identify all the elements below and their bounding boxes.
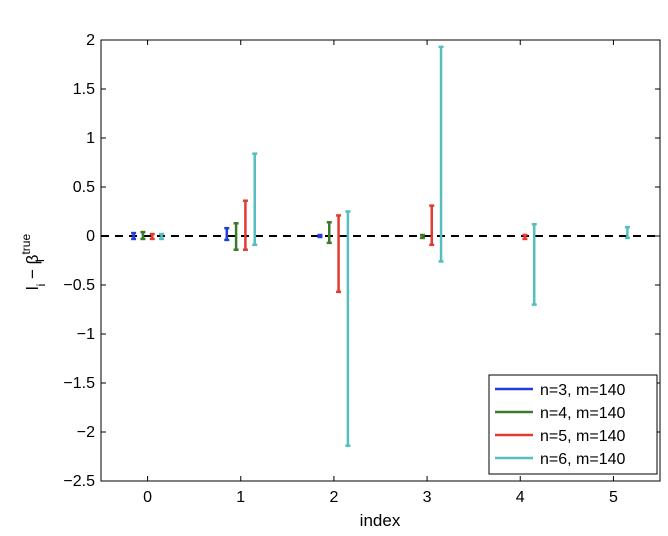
error-bar-s6-i0 — [159, 232, 165, 241]
error-bar-s3-i2 — [317, 233, 323, 239]
error-bar-s6-i2 — [345, 210, 351, 447]
error-bar-s5-i2 — [336, 214, 342, 294]
x-tick-label: 4 — [516, 489, 525, 506]
error-bar-s3-i1 — [224, 226, 230, 242]
x-tick-label: 1 — [236, 489, 245, 506]
error-bar-s4-i0 — [140, 230, 146, 241]
x-tick-label: 2 — [329, 489, 338, 506]
legend-entry: n=4, m=140 — [540, 405, 626, 422]
y-tick-label: −0.5 — [63, 277, 95, 294]
error-bar-s5-i0 — [149, 232, 155, 241]
y-tick-label: −1.5 — [63, 375, 95, 392]
y-tick-label: −1 — [77, 326, 95, 343]
y-axis-title-sub2: i — [33, 259, 47, 262]
y-axis-title-sub1: i — [34, 284, 48, 287]
legend-entry: n=6, m=140 — [540, 451, 626, 468]
error-bar-s6-i4 — [531, 222, 537, 306]
y-tick-label: −2 — [77, 424, 95, 441]
y-axis-title: li − βtruei — [19, 234, 48, 291]
y-tick-label: 0 — [86, 228, 95, 245]
y-tick-label: 1.5 — [73, 81, 95, 98]
error-bar-s6-i3 — [438, 45, 444, 263]
x-tick-label: 3 — [423, 489, 432, 506]
error-bar-s5-i4 — [522, 233, 528, 241]
y-axis-title-main: l — [23, 286, 42, 290]
y-axis-title-sup: true — [19, 234, 33, 255]
legend-entry: n=5, m=140 — [540, 428, 626, 445]
error-bar-s6-i5 — [624, 225, 630, 240]
x-tick-label: 0 — [143, 489, 152, 506]
y-tick-label: 1 — [86, 130, 95, 147]
error-bar-s5-i3 — [429, 204, 435, 247]
error-bar-s4-i2 — [326, 221, 332, 245]
y-axis-title-minus: − β — [23, 254, 42, 283]
x-axis: 0 1 2 3 4 5 — [143, 40, 618, 506]
y-tick-label: 0.5 — [73, 179, 95, 196]
error-bars — [131, 45, 630, 447]
legend: n=3, m=140 n=4, m=140 n=5, m=140 n=6, m=140 — [488, 374, 658, 475]
x-tick-label: 5 — [609, 489, 618, 506]
y-tick-label: −2.5 — [63, 473, 95, 490]
error-bar-s6-i1 — [252, 152, 258, 247]
legend-entry: n=3, m=140 — [540, 382, 626, 399]
x-axis-title: index — [360, 511, 401, 530]
error-bar-s5-i1 — [242, 199, 248, 251]
error-bar-s4-i3 — [419, 233, 425, 240]
y-tick-label: 2 — [86, 32, 95, 49]
error-bar-s4-i1 — [233, 222, 239, 251]
error-bar-s3-i0 — [131, 231, 137, 241]
